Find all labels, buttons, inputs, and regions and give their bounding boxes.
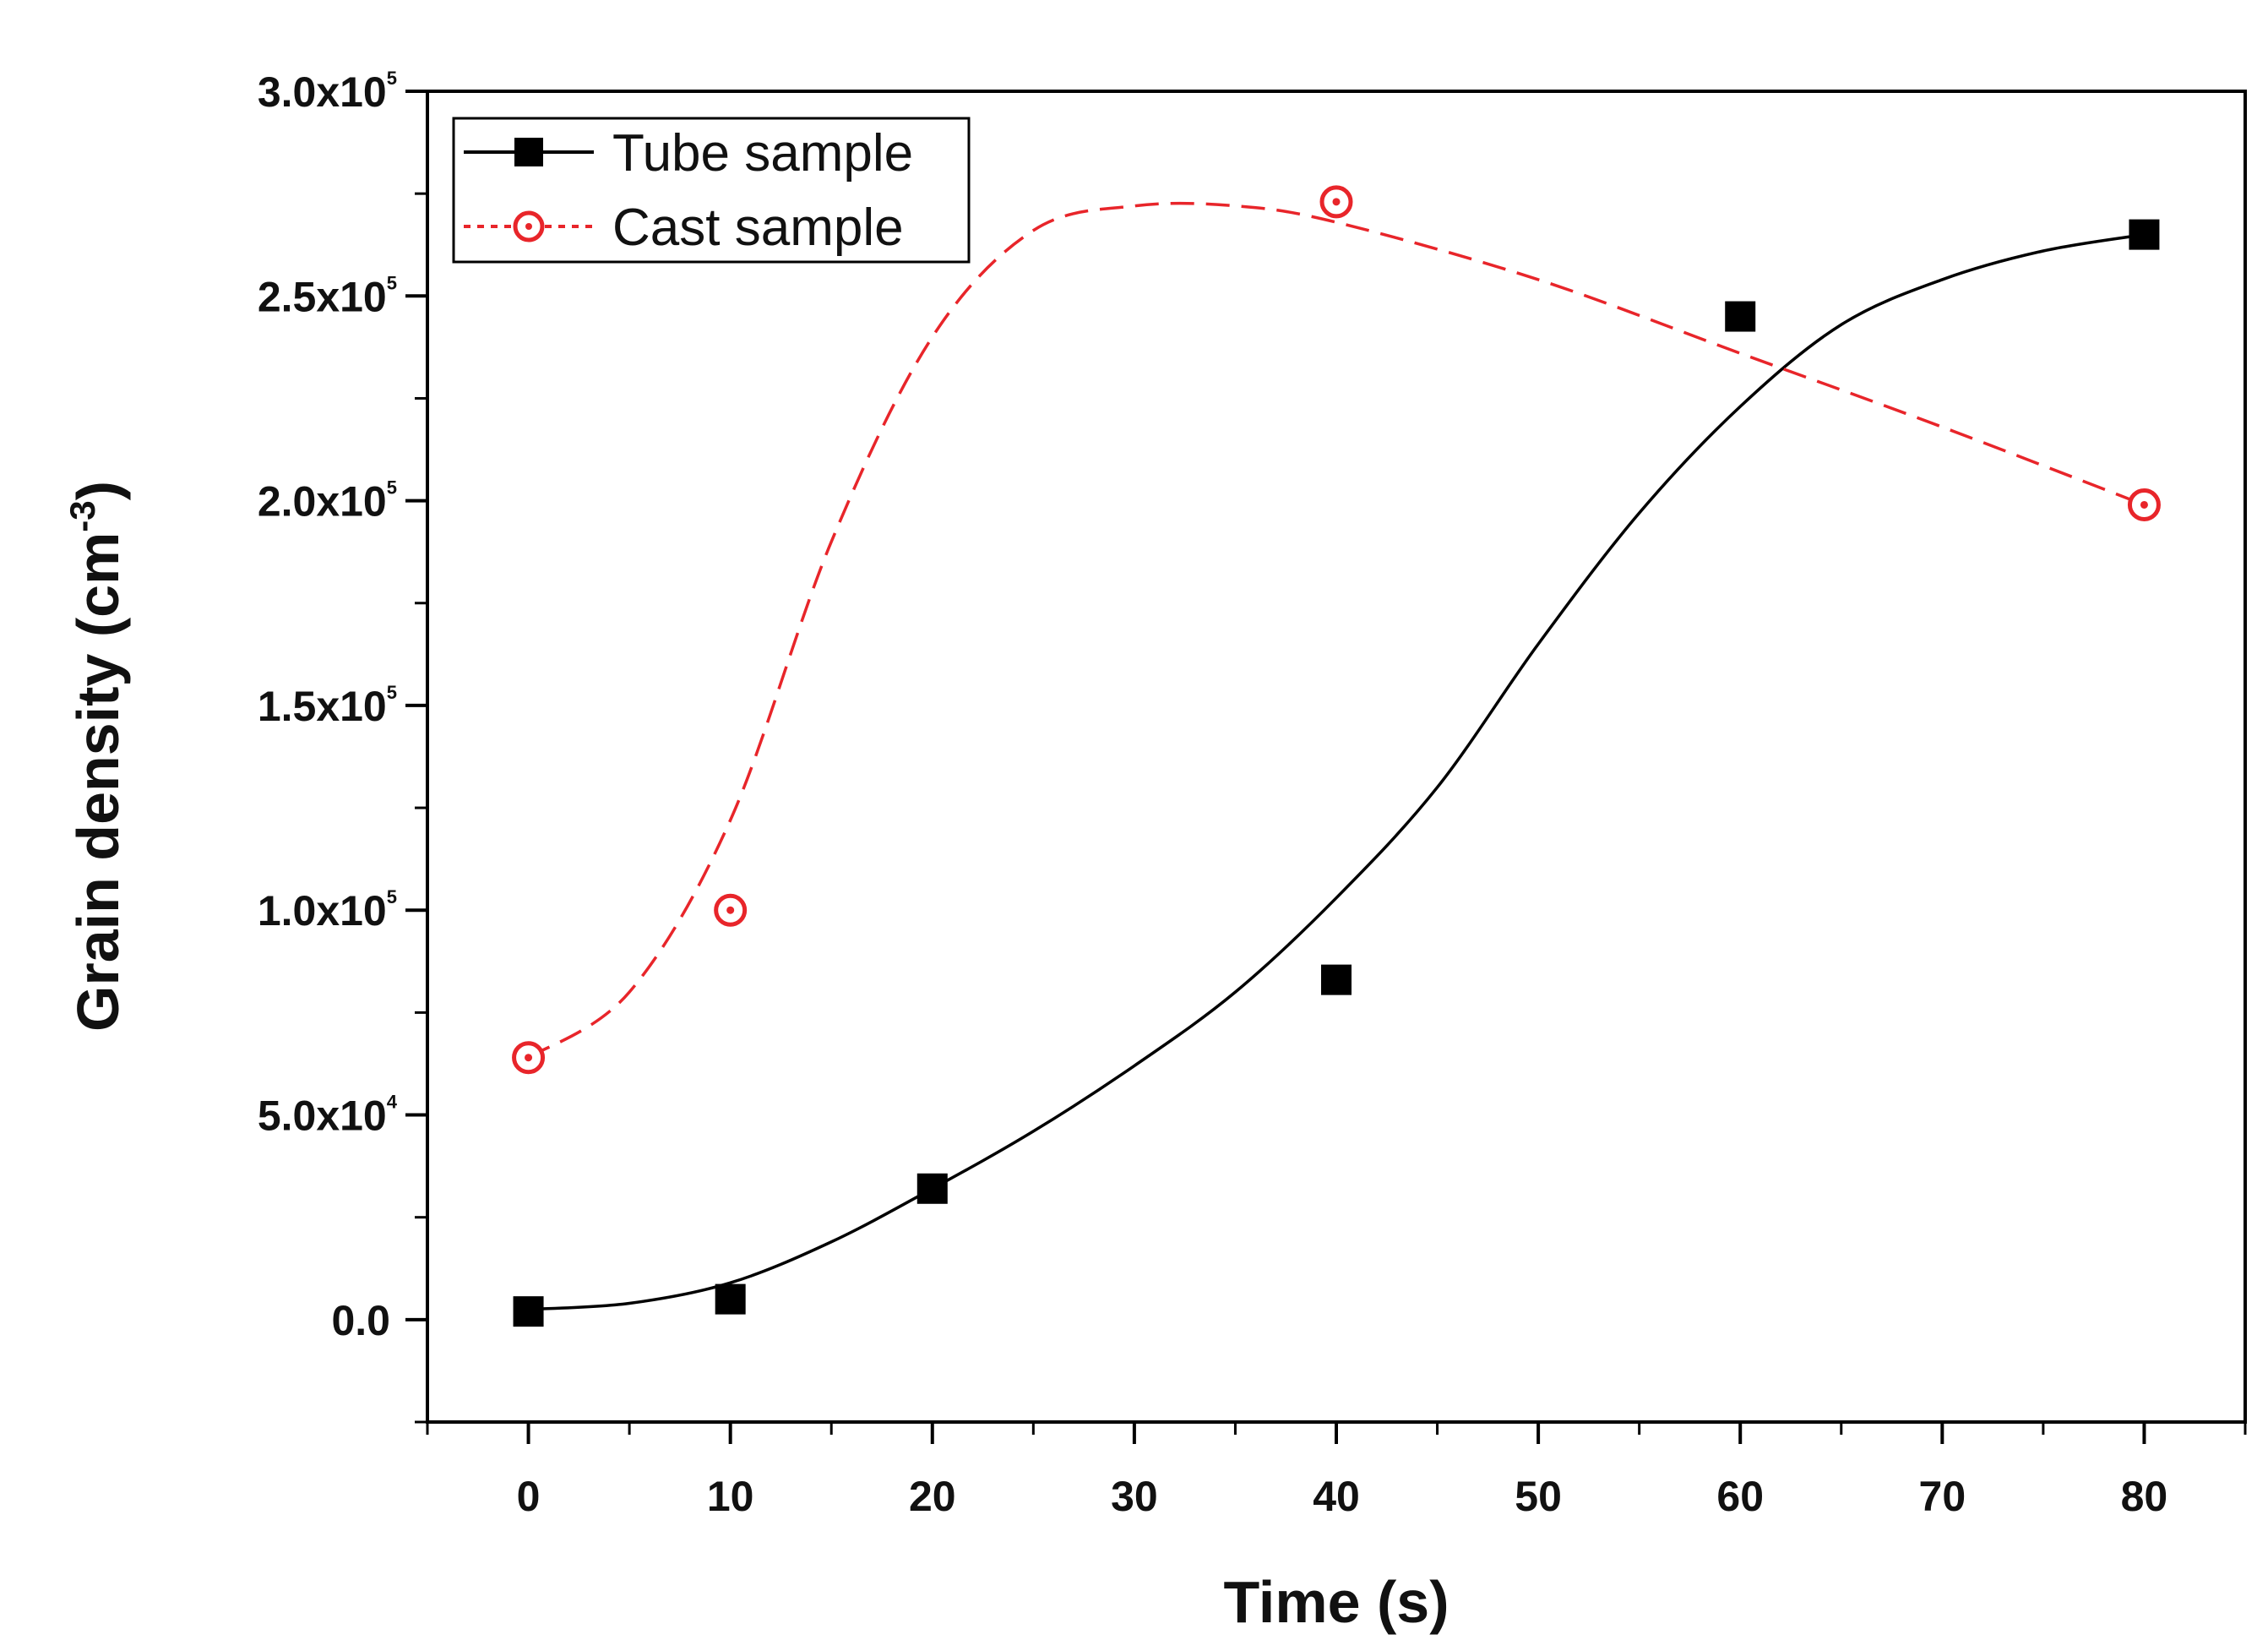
tube-sample-point bbox=[513, 1296, 544, 1327]
y-tick-label: 0.0 bbox=[331, 1297, 390, 1344]
legend-cast-label: Cast sample bbox=[612, 199, 904, 257]
x-tick-label: 60 bbox=[1716, 1473, 1764, 1520]
tube-sample-point bbox=[715, 1283, 746, 1315]
legend-cast-marker-dot-icon bbox=[525, 223, 532, 230]
y-axis-title-main: Grain density (cm bbox=[65, 532, 131, 1032]
legend-tube-label: Tube sample bbox=[612, 124, 913, 183]
x-tick-label: 70 bbox=[1919, 1473, 1966, 1520]
y-tick-label: 3.0x105 bbox=[258, 68, 397, 116]
y-tick-label: 1.0x105 bbox=[258, 886, 397, 934]
x-tick-label: 80 bbox=[2121, 1473, 2168, 1520]
tube-sample-point bbox=[1725, 301, 1756, 332]
axis-ticks: 0 10 20 30 40 50 60 70 80 0.0 5.0x104 1.0x105 1.5x10… bbox=[258, 68, 2247, 1520]
y-tick-label: 5.0x104 bbox=[258, 1092, 398, 1140]
x-tick-label: 30 bbox=[1111, 1473, 1158, 1520]
cast-sample-point-center bbox=[525, 1054, 533, 1062]
y-axis-title-superscript: -3 bbox=[63, 500, 102, 531]
y-axis-title: Grain density (cm-3) bbox=[63, 481, 131, 1032]
tube-sample-point bbox=[2129, 219, 2160, 250]
cast-sample-point-center bbox=[2140, 500, 2148, 509]
x-tick-label: 20 bbox=[909, 1473, 956, 1520]
y-axis-title-close: ) bbox=[65, 481, 131, 500]
x-axis-title: Time (s) bbox=[1223, 1569, 1449, 1635]
tube-sample-point bbox=[916, 1173, 948, 1204]
plot-area bbox=[512, 185, 2161, 1327]
y-tick-label: 2.5x105 bbox=[258, 272, 397, 320]
tube-sample-point bbox=[1321, 964, 1352, 995]
y-tick-label: 1.5x105 bbox=[258, 682, 397, 730]
cast-sample-fit-line bbox=[527, 201, 2146, 1060]
x-tick-label: 50 bbox=[1515, 1473, 1562, 1520]
plot-frame bbox=[426, 90, 2247, 1424]
legend: Tube sample Cast sample bbox=[452, 117, 971, 264]
tube-sample-fit-line bbox=[528, 232, 2145, 1311]
cast-sample-point-center bbox=[726, 906, 735, 914]
y-tick-label: 2.0x105 bbox=[258, 477, 397, 526]
x-tick-label: 10 bbox=[707, 1473, 754, 1520]
x-tick-label: 0 bbox=[517, 1473, 541, 1520]
cast-sample-point-center bbox=[1332, 198, 1341, 206]
x-tick-label: 40 bbox=[1313, 1473, 1360, 1520]
legend-tube-marker-icon bbox=[514, 138, 543, 166]
